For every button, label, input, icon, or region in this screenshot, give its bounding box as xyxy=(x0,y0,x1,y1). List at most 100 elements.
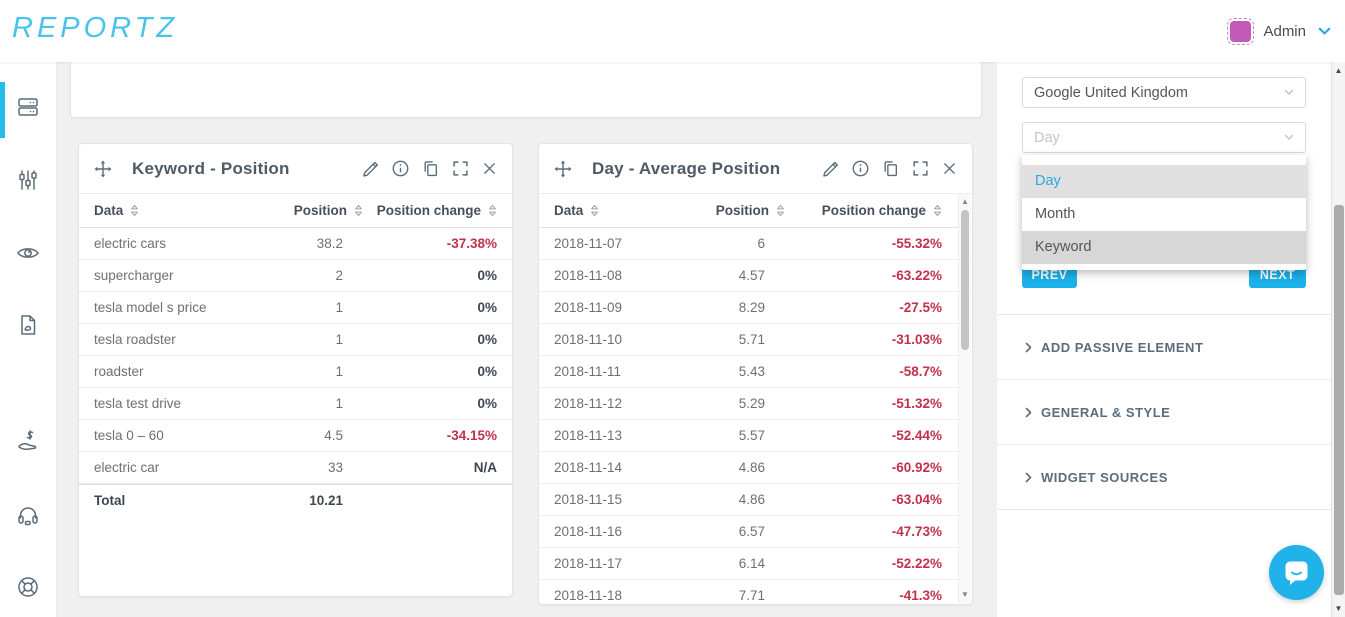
user-menu[interactable]: Admin xyxy=(1227,0,1331,62)
column-header-position[interactable]: Position xyxy=(229,203,363,218)
fullscreen-button[interactable] xyxy=(452,160,469,177)
widget-header: Keyword - Position xyxy=(79,144,512,194)
cell-position: 5.71 xyxy=(738,332,765,347)
cell-data: tesla test drive xyxy=(94,396,182,411)
app-logo[interactable]: REPORTZ xyxy=(12,12,179,44)
table-scrollbar[interactable]: ▲ ▼ xyxy=(958,194,971,603)
cell-position: 4.5 xyxy=(324,428,343,443)
cell-data: Total xyxy=(94,493,126,508)
sidebar-item-integrations[interactable] xyxy=(16,168,40,192)
chat-icon xyxy=(1285,561,1308,585)
table-row: 2018-11-15 4.86 -63.04% xyxy=(539,484,972,516)
edit-button[interactable] xyxy=(822,160,839,177)
cell-data: tesla roadster xyxy=(94,332,176,347)
column-header-data[interactable]: Data xyxy=(79,203,229,218)
column-header-position-change[interactable]: Position change xyxy=(785,203,972,218)
dropdown-option[interactable]: Month xyxy=(1035,206,1076,222)
chevron-right-icon xyxy=(1025,407,1032,417)
dropdown-option[interactable]: Keyword xyxy=(1022,231,1306,264)
move-handle[interactable] xyxy=(94,160,112,178)
cell-position: 4.86 xyxy=(738,492,765,507)
info-button[interactable] xyxy=(852,160,869,177)
cell-position-change: -47.73% xyxy=(891,524,942,539)
cell-data: 2018-11-13 xyxy=(554,428,623,443)
chat-widget-button[interactable] xyxy=(1269,545,1324,600)
support-icon xyxy=(18,507,38,526)
cell-position-change: -63.22% xyxy=(891,268,942,283)
sort-icon xyxy=(131,204,139,217)
cell-data: 2018-11-18 xyxy=(554,588,623,603)
cell-position: 8.29 xyxy=(738,300,765,315)
scrollbar-thumb[interactable] xyxy=(961,210,969,350)
table-row: electric cars 38.2 -37.38% xyxy=(79,228,512,260)
page-scrollbar[interactable]: ▲ ▼ xyxy=(1331,62,1345,617)
widget-title: Day - Average Position xyxy=(592,158,781,178)
scroll-down-icon[interactable]: ▼ xyxy=(1334,604,1343,613)
dropdown-option[interactable]: Day xyxy=(1022,165,1306,198)
sidebar-item-help[interactable] xyxy=(16,575,40,599)
cell-position: 10.21 xyxy=(309,493,343,508)
scroll-up-icon[interactable]: ▲ xyxy=(1334,66,1343,75)
cell-position-change: N/A xyxy=(473,460,497,475)
grouping-select[interactable]: Day xyxy=(1022,122,1306,153)
day-table-body: 2018-11-07 6 -55.32% 2018-11-08 4.57 -63… xyxy=(539,228,972,604)
scroll-down-icon[interactable]: ▼ xyxy=(961,590,969,599)
column-header-position[interactable]: Position xyxy=(689,203,785,218)
close-button[interactable] xyxy=(942,161,957,176)
duplicate-button[interactable] xyxy=(422,160,439,177)
chevron-down-icon xyxy=(1284,134,1294,141)
cell-position: 1 xyxy=(335,332,343,347)
cell-data: supercharger xyxy=(94,268,174,283)
cell-position-change: -34.15% xyxy=(446,428,497,443)
info-button[interactable] xyxy=(392,160,409,177)
table-row: 2018-11-07 6 -55.32% xyxy=(539,228,972,260)
cell-position: 5.57 xyxy=(738,428,765,443)
user-name-label: Admin xyxy=(1263,22,1306,40)
top-header: REPORTZ Admin xyxy=(0,0,1345,62)
divider xyxy=(997,509,1331,510)
scroll-up-icon[interactable]: ▲ xyxy=(961,197,969,206)
chevron-down-icon xyxy=(1318,27,1331,35)
table-row: roadster 1 0% xyxy=(79,356,512,388)
sidebar-item-support[interactable] xyxy=(16,503,40,527)
column-header-data[interactable]: Data xyxy=(539,203,689,218)
table-row: 2018-11-10 5.71 -31.03% xyxy=(539,324,972,356)
cell-position-change: 0% xyxy=(477,364,497,379)
integrations-icon xyxy=(19,170,37,190)
cell-position-change: 0% xyxy=(477,300,497,315)
cell-position: 33 xyxy=(327,460,343,475)
sidebar-item-preview[interactable] xyxy=(16,241,40,265)
close-button[interactable] xyxy=(482,161,497,176)
cell-data: 2018-11-12 xyxy=(554,396,623,411)
chevron-down-icon xyxy=(1284,89,1294,96)
sidebar-item-billing[interactable] xyxy=(16,429,40,453)
cell-position: 1 xyxy=(335,396,343,411)
edit-icon xyxy=(823,161,838,177)
close-icon xyxy=(944,163,955,174)
chevron-right-icon xyxy=(1025,472,1032,482)
cell-position-change: -27.5% xyxy=(899,300,942,315)
edit-button[interactable] xyxy=(362,160,379,177)
source-select[interactable]: Google United Kingdom xyxy=(1022,77,1306,108)
fullscreen-button[interactable] xyxy=(912,160,929,177)
cell-position: 7.71 xyxy=(738,588,765,603)
section-widget-sources[interactable]: WIDGET SOURCES xyxy=(1025,467,1168,487)
widget-title: Keyword - Position xyxy=(132,158,290,178)
table-header-row: Data Position Position change xyxy=(539,194,972,228)
move-handle[interactable] xyxy=(554,160,572,178)
cell-position: 4.57 xyxy=(738,268,765,283)
divider xyxy=(997,379,1331,380)
section-general-style[interactable]: GENERAL & STYLE xyxy=(1025,402,1170,422)
duplicate-button[interactable] xyxy=(882,160,899,177)
cell-data: electric car xyxy=(94,460,160,475)
cell-data: tesla model s price xyxy=(94,300,207,315)
column-header-position-change[interactable]: Position change xyxy=(363,203,512,218)
cell-position-change: -63.04% xyxy=(891,492,942,507)
grouping-select-placeholder: Day xyxy=(1034,129,1060,146)
scrollbar-thumb[interactable] xyxy=(1334,205,1344,595)
section-add-passive-element[interactable]: ADD PASSIVE ELEMENT xyxy=(1025,337,1203,357)
sidebar-item-widgets[interactable] xyxy=(16,95,40,119)
sidebar-item-pdf-export[interactable] xyxy=(16,313,40,337)
table-row: 2018-11-09 8.29 -27.5% xyxy=(539,292,972,324)
keyword-table-body: electric cars 38.2 -37.38% supercharger … xyxy=(79,228,512,516)
